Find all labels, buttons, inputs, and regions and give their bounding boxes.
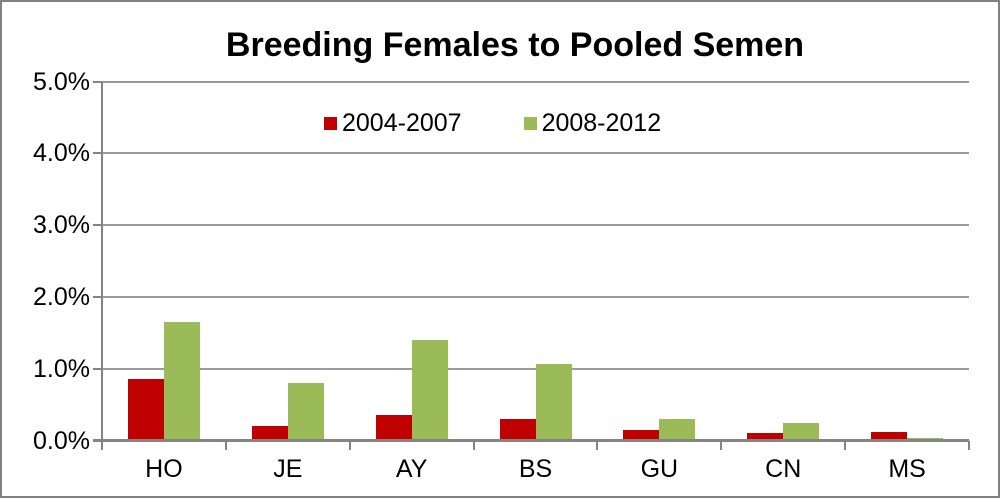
x-axis-tick — [596, 440, 599, 450]
y-axis-tick-label: 5.0% — [33, 67, 90, 96]
y-axis-tick — [93, 80, 102, 83]
y-axis-tick-label: 3.0% — [33, 211, 90, 240]
chart-title: Breeding Females to Pooled Semen — [225, 26, 805, 64]
gridline — [102, 295, 969, 298]
legend-label-2004-2007: 2004-2007 — [342, 109, 462, 137]
x-axis-tick — [224, 440, 227, 450]
gridline — [102, 224, 969, 227]
x-axis-line — [93, 439, 969, 442]
y-axis-tick-label: 4.0% — [33, 139, 90, 168]
legend-item-2004-2007: 2004-2007 — [324, 109, 462, 138]
x-axis-category-label: AY — [395, 454, 428, 483]
bar-AY-2004-2007 — [375, 415, 412, 441]
bar-CN-2004-2007 — [747, 433, 784, 441]
x-axis-tick — [844, 440, 847, 450]
bar-JE-2008-2012 — [287, 383, 324, 441]
bar-GU-2004-2007 — [623, 429, 660, 441]
y-axis-tick — [93, 224, 102, 227]
legend-swatch-green-icon — [523, 117, 537, 130]
x-axis-tick — [101, 440, 103, 450]
bar-HO-2004-2007 — [127, 378, 164, 441]
bar-AY-2008-2012 — [411, 339, 448, 441]
legend-label-2008-2012: 2008-2012 — [541, 109, 662, 137]
bar-HO-2008-2012 — [163, 322, 200, 441]
bar-MS-2004-2007 — [871, 431, 908, 441]
x-axis-category-label: HO — [145, 454, 183, 483]
legend-item-2008-2012: 2008-2012 — [523, 109, 662, 138]
bar-BS-2004-2007 — [499, 418, 536, 441]
chart-legend: 2004-2007 2008-2012 — [324, 109, 661, 138]
y-axis-tick-label: 0.0% — [33, 426, 90, 455]
bar-CN-2008-2012 — [783, 422, 820, 441]
y-axis-tick — [93, 152, 102, 155]
x-axis-category-label: JE — [273, 454, 303, 483]
y-axis-tick — [93, 367, 102, 370]
legend-swatch-red-icon — [324, 117, 337, 130]
x-axis-tick — [968, 440, 970, 450]
gridline — [102, 80, 969, 83]
x-axis-category-label: BS — [518, 454, 553, 483]
x-axis-category-label: GU — [640, 454, 679, 483]
x-axis-tick — [348, 440, 351, 450]
x-axis-category-label: MS — [888, 454, 926, 483]
y-axis-tick — [93, 295, 102, 298]
y-axis-line — [101, 81, 103, 450]
bar-JE-2004-2007 — [251, 426, 288, 441]
x-axis-tick — [472, 440, 475, 450]
gridline — [102, 152, 969, 155]
y-axis-tick-label: 1.0% — [33, 354, 90, 383]
y-axis-tick-label: 2.0% — [33, 282, 90, 311]
bar-GU-2008-2012 — [659, 418, 696, 441]
x-axis-category-label: CN — [765, 454, 802, 483]
x-axis-tick — [720, 440, 723, 450]
bar-BS-2008-2012 — [535, 364, 572, 441]
